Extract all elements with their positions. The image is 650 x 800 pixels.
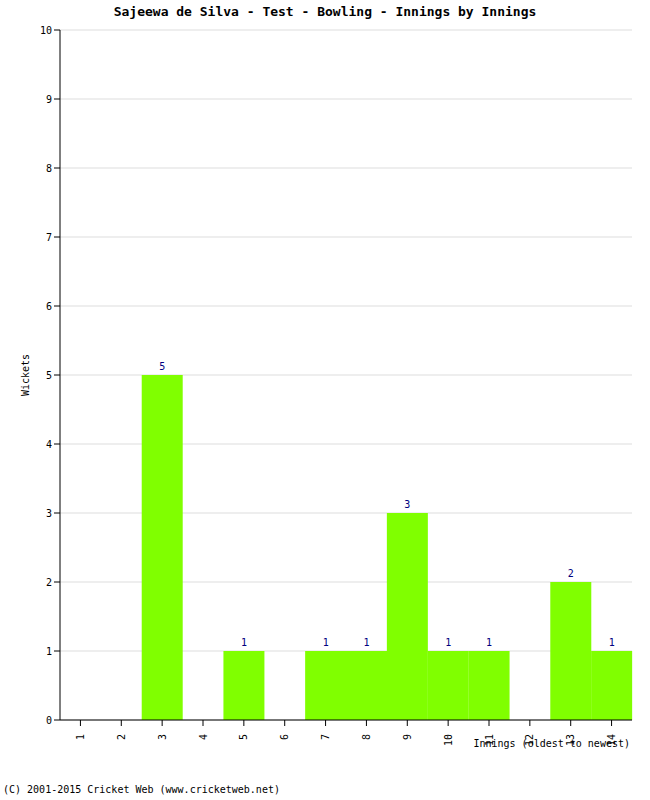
html-text:Sajeewa de Silva - Test - Bowl: Sajeewa de Silva - Test - Bowling - Inni…	[113, 4, 537, 19]
html-text:(C) 2001-2015 Cricket Web (www: (C) 2001-2015 Cricket Web (www.cricketwe…	[3, 784, 280, 795]
html-text:Innings (oldest to newest): Innings (oldest to newest)	[473, 738, 630, 749]
svg-text:3: 3	[46, 508, 52, 519]
svg-text:6: 6	[46, 301, 52, 312]
svg-text:1: 1	[323, 637, 329, 648]
svg-text:3: 3	[157, 734, 168, 740]
svg-text:5: 5	[46, 370, 52, 381]
svg-text:1: 1	[445, 637, 451, 648]
svg-text:7: 7	[320, 734, 331, 740]
svg-text:4: 4	[198, 734, 209, 740]
svg-text:3: 3	[404, 499, 410, 510]
svg-text:10: 10	[443, 734, 454, 746]
svg-text:5: 5	[238, 734, 249, 740]
svg-text:9: 9	[46, 94, 52, 105]
svg-text:8: 8	[46, 163, 52, 174]
svg-text:1: 1	[46, 646, 52, 657]
svg-text:1: 1	[75, 734, 86, 740]
svg-text:5: 5	[159, 361, 165, 372]
svg-text:8: 8	[361, 734, 372, 740]
svg-text:0: 0	[46, 715, 52, 726]
svg-text:1: 1	[363, 637, 369, 648]
svg-text:10: 10	[40, 25, 52, 36]
svg-text:2: 2	[568, 568, 574, 579]
svg-text:9: 9	[402, 734, 413, 740]
svg-text:1: 1	[241, 637, 247, 648]
svg-text:2: 2	[46, 577, 52, 588]
svg-text:2: 2	[116, 734, 127, 740]
svg-text:Wickets: Wickets	[20, 354, 31, 396]
svg-text:1: 1	[609, 637, 615, 648]
svg-text:4: 4	[46, 439, 52, 450]
svg-text:7: 7	[46, 232, 52, 243]
svg-text:6: 6	[279, 734, 290, 740]
svg-text:1: 1	[486, 637, 492, 648]
